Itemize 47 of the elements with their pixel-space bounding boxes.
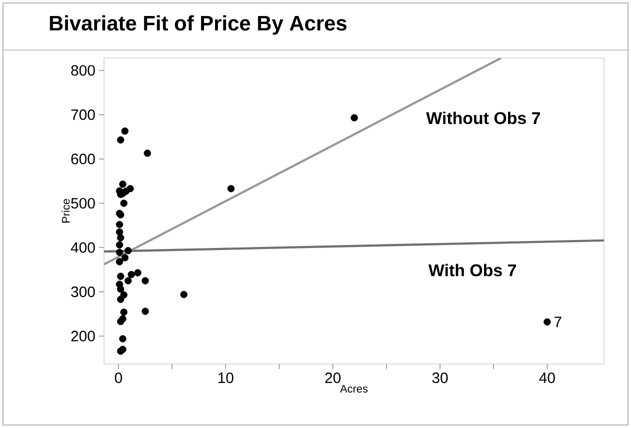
x-tick-label: 40	[539, 372, 555, 384]
y-tick-label: 200	[71, 330, 95, 342]
point	[117, 286, 124, 293]
y-tick-label: 800	[71, 65, 95, 76]
annotation: 7	[554, 316, 562, 328]
point	[120, 308, 128, 316]
point	[117, 272, 124, 280]
y-axis-title: Price	[62, 199, 70, 223]
point	[227, 185, 235, 192]
point	[124, 247, 132, 254]
point	[142, 277, 149, 284]
point	[134, 269, 142, 276]
point	[128, 270, 135, 278]
point	[124, 277, 132, 284]
point	[116, 241, 124, 248]
y-tick-label: 700	[71, 109, 95, 120]
point	[116, 258, 124, 266]
series-label: Without Obs 7	[426, 112, 540, 124]
point	[119, 180, 126, 188]
point	[117, 234, 124, 242]
y-tick-label: 600	[71, 154, 95, 164]
point	[350, 114, 358, 122]
point	[142, 308, 149, 315]
chart-title: Bivariate Fit of Price By Acres	[50, 15, 346, 35]
point	[119, 335, 126, 342]
point	[116, 228, 124, 236]
y-tick-label: 400	[70, 242, 95, 253]
series-label: With Obs 7	[428, 264, 516, 276]
point	[122, 188, 130, 195]
x-axis-title: Acres	[340, 384, 368, 393]
x-tick-label: 20	[325, 372, 341, 384]
y-tick-label: 500	[71, 198, 95, 209]
y-tick-label: 300	[71, 286, 95, 298]
point	[121, 254, 128, 262]
x-tick-label: 30	[432, 372, 448, 384]
x-tick-label: 0	[114, 372, 122, 384]
x-tick-label: 10	[218, 372, 234, 384]
point	[119, 315, 126, 322]
point	[120, 200, 128, 207]
point	[116, 220, 124, 228]
point	[117, 296, 124, 303]
point	[117, 136, 124, 144]
point	[180, 290, 188, 298]
point	[121, 127, 128, 135]
point	[144, 150, 152, 157]
point	[544, 318, 551, 326]
point	[116, 248, 124, 256]
